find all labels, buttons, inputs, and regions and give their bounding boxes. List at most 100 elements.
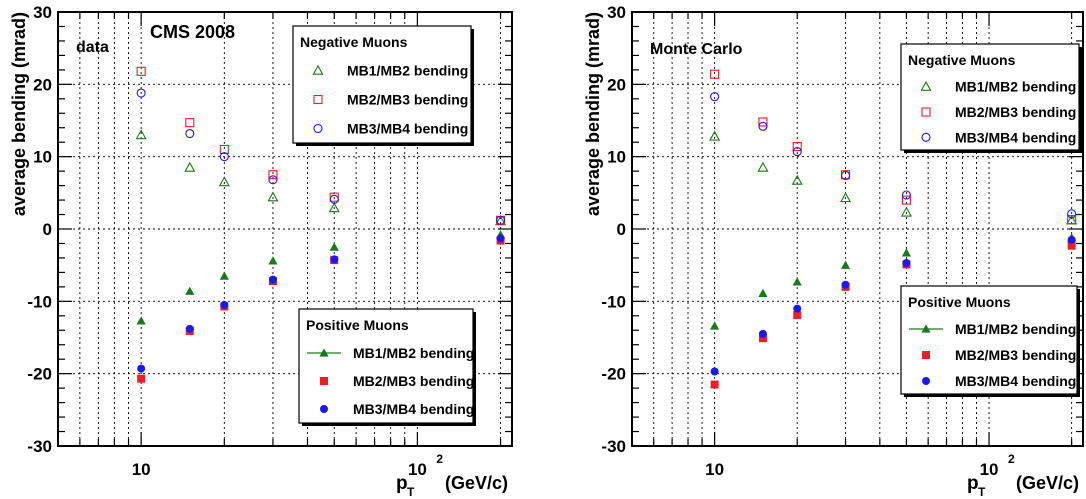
data-point (758, 288, 768, 298)
plot-frame (631, 11, 1084, 447)
y-tick-label: -10 (601, 292, 626, 311)
data-point (136, 88, 146, 98)
data-point (710, 69, 720, 79)
y-tick-label: 20 (607, 75, 626, 94)
legend-entry: MB2/MB3 bending (955, 347, 1076, 363)
x-axis-label-subscript: T (407, 485, 415, 499)
data-point (710, 367, 719, 376)
legend-title: Negative Muons (300, 34, 408, 50)
data-point (136, 66, 146, 76)
legend-title: Positive Muons (908, 294, 1011, 310)
legend-title: Negative Muons (908, 52, 1016, 68)
x-tick-exponent: 2 (436, 452, 443, 466)
data-point (329, 192, 339, 202)
legend-entry: MB3/MB4 bending (955, 373, 1076, 389)
legend-marker (922, 351, 930, 359)
data-point (185, 324, 194, 333)
x-axis-label-main: p (396, 473, 408, 494)
data-point (758, 121, 768, 131)
legend-marker (921, 324, 931, 333)
legend-entry: MB3/MB4 bending (353, 401, 474, 417)
y-tick-label: -30 (601, 437, 626, 456)
y-axis-label: average bending (mrad) (583, 12, 603, 216)
data-point (840, 260, 851, 269)
plot-frame (57, 11, 513, 447)
data-point (710, 380, 719, 389)
legend-title: Positive Muons (306, 317, 409, 333)
data-point (901, 248, 912, 257)
data-point (841, 280, 850, 289)
x-axis-label-unit: (GeV/c) (1016, 473, 1079, 493)
x-tick-exponent: 2 (1008, 452, 1015, 466)
legend-box (900, 43, 1080, 151)
data-point (758, 329, 767, 338)
y-tick-label: 20 (33, 75, 52, 94)
data-point (137, 364, 146, 373)
data-point (1067, 241, 1076, 250)
right-chart-panel: -30 -20 -10 0 10 20 30 10 10 2 average bending (mr… (583, 3, 1084, 499)
data-point (329, 242, 339, 251)
y-tick-label: 10 (33, 148, 52, 167)
data-point (792, 277, 802, 286)
data-point (218, 176, 230, 187)
data-point (185, 128, 195, 139)
data-point (220, 300, 229, 309)
y-tick-label: 0 (617, 220, 626, 239)
y-tick-label: 10 (607, 148, 626, 167)
legend-entry: MB1/MB2 bending (353, 345, 474, 361)
data-point (792, 141, 802, 152)
data-point (328, 202, 340, 213)
data-point (219, 271, 229, 280)
y-axis-label: average bending (mrad) (9, 12, 29, 216)
y-tick-label: -30 (27, 437, 52, 456)
data-point (496, 234, 505, 243)
y-tick-label: 30 (607, 3, 626, 22)
x-axis-label-unit: (GeV/c) (445, 473, 508, 493)
data-point (184, 161, 196, 172)
data-point (496, 215, 506, 225)
data-point (709, 130, 721, 141)
x-tick-label: 10 (980, 460, 999, 479)
data-point (219, 144, 229, 154)
data-point (268, 256, 278, 265)
data-point (1067, 235, 1076, 244)
legend-entry: MB2/MB3 bending (955, 104, 1076, 120)
legend-marker (920, 80, 932, 91)
data-point (330, 255, 339, 264)
chart-title: CMS 2008 (150, 22, 235, 42)
legend-marker (312, 64, 324, 75)
legend-marker (921, 107, 931, 117)
data-point (329, 194, 339, 204)
data-point (793, 311, 802, 320)
legend-box (292, 25, 472, 144)
legend-entry: MB3/MB4 bending (955, 129, 1076, 145)
x-tick-label: 10 (132, 460, 151, 479)
data-point (268, 175, 278, 185)
x-axis-label-subscript: T (978, 485, 986, 499)
legend-marker (921, 132, 931, 142)
data-point (791, 174, 803, 185)
data-point (758, 334, 767, 343)
data-point (758, 117, 768, 127)
data-point (901, 195, 911, 205)
data-point (710, 321, 720, 330)
legend-marker (922, 377, 930, 385)
panel-label: Monte Carlo (650, 41, 743, 58)
legend-marker (320, 405, 328, 413)
panel-label: data (76, 39, 109, 56)
data-point (267, 191, 279, 202)
x-tick-label: 10 (705, 460, 724, 479)
data-point (136, 316, 146, 325)
y-tick-label: 30 (33, 3, 52, 22)
data-point (1067, 209, 1077, 219)
data-point (901, 190, 911, 200)
legend-entry: MB1/MB2 bending (955, 79, 1076, 95)
legend-marker (319, 348, 329, 357)
data-point (840, 170, 851, 181)
legend-entry: MB2/MB3 bending (347, 92, 468, 108)
legend-entry: MB2/MB3 bending (353, 373, 474, 389)
legend-entry: MB1/MB2 bending (347, 63, 468, 79)
legend-entry: MB1/MB2 bending (955, 321, 1076, 337)
data-point (1067, 215, 1077, 225)
